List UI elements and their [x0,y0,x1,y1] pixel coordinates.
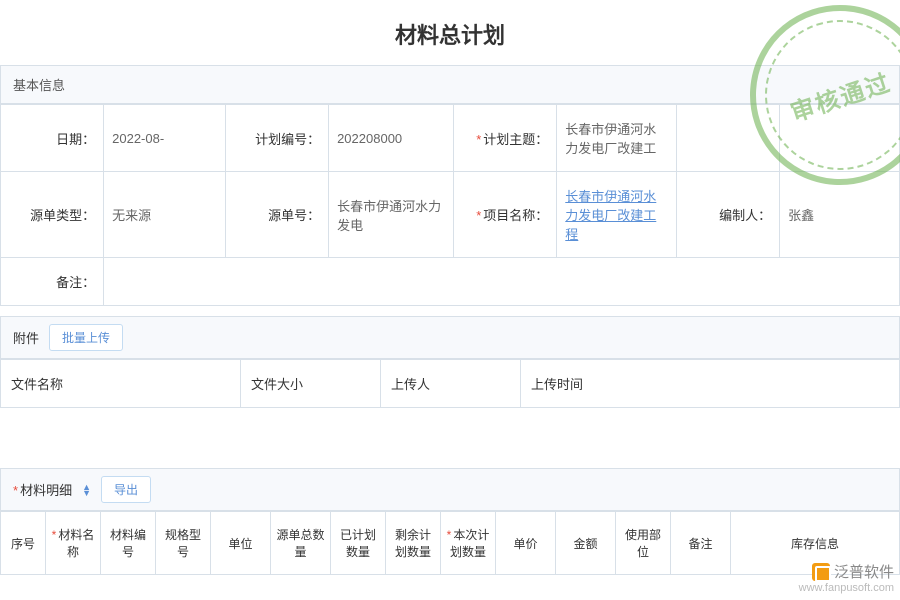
export-button[interactable]: 导出 [101,476,151,503]
attachments-table: 文件名称 文件大小 上传人 上传时间 [0,359,900,408]
plan-subject-label: *计划主题： [454,105,557,172]
table-row: 日期： 2022-08- 计划编号： 202208000 *计划主题： 长春市伊… [1,105,900,172]
empty-cell [780,105,900,172]
col-src-qty: 源单总数量 [271,512,331,575]
source-no-value: 长春市伊通河水力发电 [329,172,454,258]
col-uploadtime: 上传时间 [521,360,900,408]
table-row: 备注： [1,258,900,306]
col-filename: 文件名称 [1,360,241,408]
date-value: 2022-08- [104,105,226,172]
plan-subject-value: 长春市伊通河水力发电厂改建工 [557,105,677,172]
basic-info-table: 日期： 2022-08- 计划编号： 202208000 *计划主题： 长春市伊… [0,104,900,306]
attachments-header: 附件 批量上传 [0,316,900,359]
col-remark: 备注 [671,512,731,575]
table-header-row: 序号 *材料名称 材料编号 规格型号 单位 源单总数量 已计划数量 剩余计划数量… [1,512,900,575]
material-detail-table: 序号 *材料名称 材料编号 规格型号 单位 源单总数量 已计划数量 剩余计划数量… [0,511,900,575]
col-use-part: 使用部位 [616,512,671,575]
sort-toggle[interactable]: ▲▼ [82,484,91,496]
col-planned-qty: 已计划数量 [331,512,386,575]
author-value: 张鑫 [780,172,900,258]
project-name-label: *项目名称： [454,172,557,258]
source-type-value: 无来源 [104,172,226,258]
brand-url: www.fanpusoft.com [799,582,894,594]
col-inv-info: 库存信息 [731,512,900,575]
col-spec: 规格型号 [156,512,211,575]
source-no-label: 源单号： [225,172,328,258]
remark-label: 备注： [1,258,104,306]
material-detail-header: *材料明细 ▲▼ 导出 [0,468,900,511]
source-type-label: 源单类型： [1,172,104,258]
col-remain-qty: 剩余计划数量 [386,512,441,575]
col-mat-name: *材料名称 [46,512,101,575]
table-header-row: 文件名称 文件大小 上传人 上传时间 [1,360,900,408]
col-seq: 序号 [1,512,46,575]
col-amount: 金额 [556,512,616,575]
remark-value [104,258,900,306]
col-this-qty: *本次计划数量 [441,512,496,575]
table-row: 源单类型： 无来源 源单号： 长春市伊通河水力发电 *项目名称： 长春市伊通河水… [1,172,900,258]
material-detail-label: 材料明细 [20,483,72,498]
page-title: 材料总计划 [0,0,900,65]
chevron-down-icon[interactable]: ▼ [82,490,91,496]
basic-info-header: 基本信息 [0,65,900,104]
project-name-value[interactable]: 长春市伊通河水力发电厂改建工程 [557,172,677,258]
date-label: 日期： [1,105,104,172]
bulk-upload-button[interactable]: 批量上传 [49,324,123,351]
col-filesize: 文件大小 [241,360,381,408]
author-label: 编制人： [677,172,780,258]
col-unit: 单位 [211,512,271,575]
plan-no-label: 计划编号： [225,105,328,172]
empty-cell [677,105,780,172]
plan-no-value: 202208000 [329,105,454,172]
project-link[interactable]: 长春市伊通河水力发电厂改建工程 [565,189,656,242]
col-price: 单价 [496,512,556,575]
attachments-label: 附件 [13,328,39,347]
col-uploader: 上传人 [381,360,521,408]
col-mat-no: 材料编号 [101,512,156,575]
